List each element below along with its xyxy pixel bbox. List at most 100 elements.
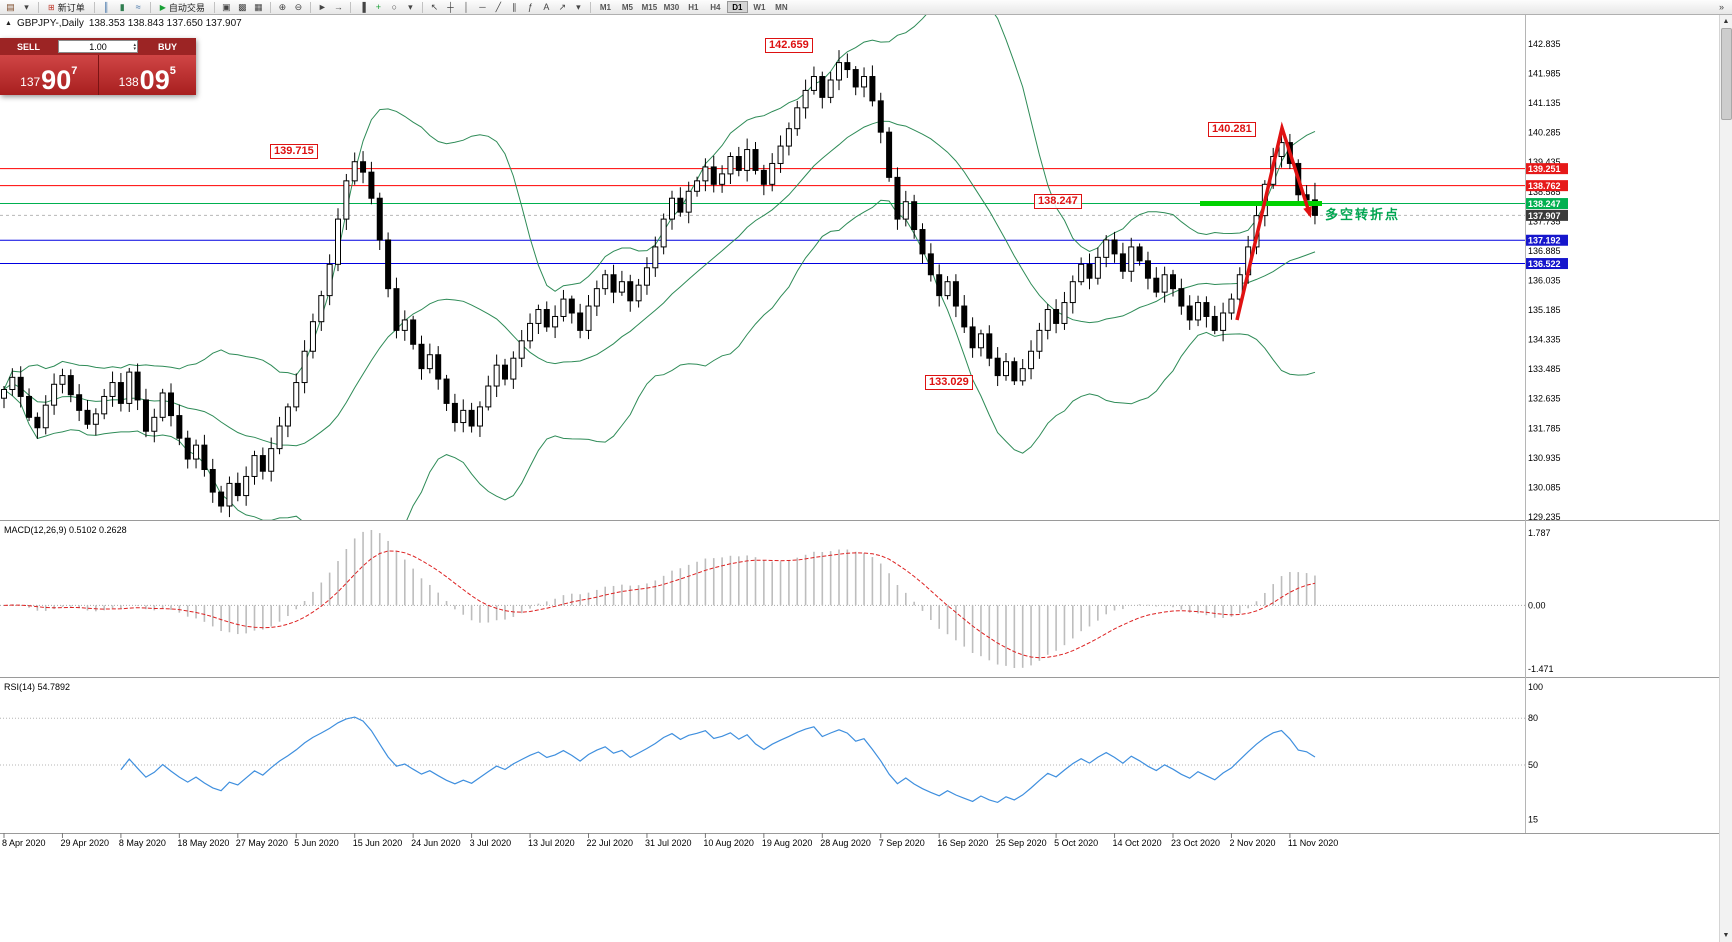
symbol-ohlc: 138.353 138.843 137.650 137.907	[88, 18, 242, 29]
chart-canvas[interactable]: 142.835 141.985 141.135 140.285 139.435 138.5…	[0, 15, 1719, 942]
add-indicator-icon[interactable]: +	[375, 2, 382, 12]
one-click-trading-panel: SELL 1.00 ▴ ▾ BUY 137 90 7 138 09 5	[0, 38, 196, 95]
symbol-title: GBPJPY-,Daily	[16, 18, 84, 29]
svg-text:13 Jul 2020: 13 Jul 2020	[528, 838, 575, 848]
svg-text:5 Jun 2020: 5 Jun 2020	[294, 838, 339, 848]
svg-text:133.485: 133.485	[1528, 364, 1561, 374]
timeframe-m15[interactable]: M15	[641, 2, 658, 12]
toolbar-right: »	[1714, 0, 1729, 14]
period-icon[interactable]: ○	[391, 2, 398, 12]
timeframe-d1[interactable]: D1	[726, 1, 748, 13]
auto-trading-icon: ▶	[159, 2, 166, 12]
toolbar-overflow-icon[interactable]: »	[1718, 2, 1724, 12]
crosshair-icon[interactable]: ┼	[447, 2, 454, 12]
price-annotation-139-715: 139.715	[270, 144, 318, 159]
timeframe-h1[interactable]: H1	[688, 2, 699, 12]
svg-text:2 Nov 2020: 2 Nov 2020	[1229, 838, 1275, 848]
chart-type-dropdown-icon[interactable]: ▾	[24, 1, 29, 12]
scrollbar-thumb[interactable]	[1720, 28, 1732, 120]
svg-text:-1.471: -1.471	[1528, 664, 1554, 674]
chart-window-icon[interactable]: ▤	[6, 1, 15, 12]
auto-trading-button[interactable]: ▶ 自动交易	[155, 1, 210, 14]
toolbar-main: ▤ ▾ ⊞ 新订单 ║ ▮ ≈ ▶ 自动交易 ▣ ▩ ▦ ⊕ ⊖ ► → ▐ + ○ ▾ ↖ ┼ │ ─ ╱ ∥ ƒ A ↗ ▾ M1 M5 M…	[3, 0, 792, 14]
timeframe-m30[interactable]: M30	[663, 2, 680, 12]
vertical-line-icon[interactable]: │	[463, 2, 470, 12]
buy-button[interactable]: 138 09 5	[98, 55, 196, 95]
svg-text:18 May 2020: 18 May 2020	[177, 838, 229, 848]
svg-text:11 Nov 2020: 11 Nov 2020	[1288, 838, 1338, 848]
scroll-up-icon[interactable]: ▲	[1722, 18, 1730, 25]
cursor-icon[interactable]: ↖	[430, 1, 439, 12]
timeframe-w1[interactable]: W1	[753, 2, 766, 12]
template-dropdown-icon[interactable]: ▾	[408, 1, 413, 12]
svg-text:28 Aug 2020: 28 Aug 2020	[820, 838, 871, 848]
svg-text:138.585: 138.585	[1528, 187, 1561, 197]
auto-scroll-icon[interactable]: ►	[317, 2, 327, 12]
candlestick-chart-icon[interactable]: ▮	[119, 1, 125, 12]
price-annotation-140-281: 140.281	[1208, 122, 1256, 137]
chart-shift-icon[interactable]: →	[333, 2, 343, 12]
shapes-dropdown-icon[interactable]: ▾	[576, 1, 581, 12]
zoom-out-icon[interactable]: ⊖	[294, 1, 303, 12]
svg-text:RSI(14) 54.7892: RSI(14) 54.7892	[4, 682, 70, 692]
svg-text:138.247: 138.247	[1528, 199, 1561, 209]
svg-text:24 Jun 2020: 24 Jun 2020	[411, 838, 461, 848]
spin-up-icon[interactable]: ▴	[133, 41, 136, 48]
horizontal-line-icon[interactable]: ─	[479, 2, 486, 12]
svg-text:29 Apr 2020: 29 Apr 2020	[60, 838, 109, 848]
svg-text:129.235: 129.235	[1528, 512, 1561, 522]
profiles-icon[interactable]: ▩	[238, 1, 247, 12]
stepping-icon[interactable]: ▐	[359, 2, 366, 12]
channel-icon[interactable]: ∥	[512, 1, 517, 12]
sell-header[interactable]: SELL	[16, 41, 40, 52]
fibonacci-icon[interactable]: ƒ	[527, 2, 533, 12]
svg-text:22 Jul 2020: 22 Jul 2020	[587, 838, 634, 848]
tile-windows-icon[interactable]: ▦	[254, 1, 263, 12]
svg-text:141.135: 141.135	[1528, 98, 1561, 108]
vertical-scrollbar[interactable]: ▲ ▼	[1719, 15, 1732, 942]
zoom-in-icon[interactable]: ⊕	[278, 1, 287, 12]
text-icon[interactable]: A	[543, 2, 550, 12]
svg-text:135.185: 135.185	[1528, 305, 1561, 315]
volume-input[interactable]: 1.00 ▴ ▾	[58, 40, 138, 53]
svg-text:141.985: 141.985	[1528, 69, 1561, 79]
svg-text:0.00: 0.00	[1528, 600, 1546, 610]
svg-text:100: 100	[1528, 682, 1543, 692]
buy-header[interactable]: BUY	[157, 41, 177, 52]
svg-text:25 Sep 2020: 25 Sep 2020	[996, 838, 1047, 848]
scroll-down-icon[interactable]: ▼	[1722, 932, 1730, 939]
svg-text:136.035: 136.035	[1528, 275, 1561, 285]
svg-text:15 Jun 2020: 15 Jun 2020	[353, 838, 403, 848]
svg-text:5 Oct 2020: 5 Oct 2020	[1054, 838, 1098, 848]
timeframe-h4[interactable]: H4	[710, 2, 721, 12]
svg-text:15: 15	[1528, 815, 1538, 825]
sell-price-main: 137	[20, 75, 41, 89]
one-click-toggle-icon[interactable]: ▲	[5, 20, 12, 27]
svg-text:139.435: 139.435	[1528, 157, 1561, 167]
new-order-icon: ⊞	[48, 2, 55, 12]
new-chart-icon[interactable]: ▣	[222, 1, 231, 12]
trade-panel-prices: 137 90 7 138 09 5	[0, 55, 196, 95]
volume-spinner[interactable]: ▴ ▾	[133, 41, 136, 52]
sell-price-pip: 7	[71, 65, 78, 77]
arrows-icon[interactable]: ↗	[558, 1, 567, 12]
bar-chart-icon[interactable]: ║	[103, 2, 110, 12]
price-annotation-133-029: 133.029	[925, 375, 973, 390]
spin-down-icon[interactable]: ▾	[133, 45, 136, 52]
timeframe-m5[interactable]: M5	[621, 2, 633, 12]
svg-text:142.835: 142.835	[1528, 39, 1561, 49]
svg-text:134.335: 134.335	[1528, 335, 1561, 345]
price-annotation-142-659: 142.659	[765, 38, 813, 53]
svg-text:140.285: 140.285	[1528, 128, 1561, 138]
toolbar: ▤ ▾ ⊞ 新订单 ║ ▮ ≈ ▶ 自动交易 ▣ ▩ ▦ ⊕ ⊖ ► → ▐ + ○ ▾ ↖ ┼ │ ─ ╱ ∥ ƒ A ↗ ▾ M1 M5 M…	[0, 0, 1732, 15]
line-chart-icon[interactable]: ≈	[135, 2, 141, 12]
trendline-icon[interactable]: ╱	[495, 1, 502, 12]
svg-text:131.785: 131.785	[1528, 423, 1561, 433]
new-order-button[interactable]: ⊞ 新订单	[43, 1, 90, 14]
svg-text:8 Apr 2020: 8 Apr 2020	[2, 838, 46, 848]
timeframe-m1[interactable]: M1	[599, 2, 611, 12]
sell-button[interactable]: 137 90 7	[0, 55, 99, 95]
timeframe-mn[interactable]: MN	[775, 2, 788, 12]
svg-text:1.787: 1.787	[1528, 528, 1551, 538]
